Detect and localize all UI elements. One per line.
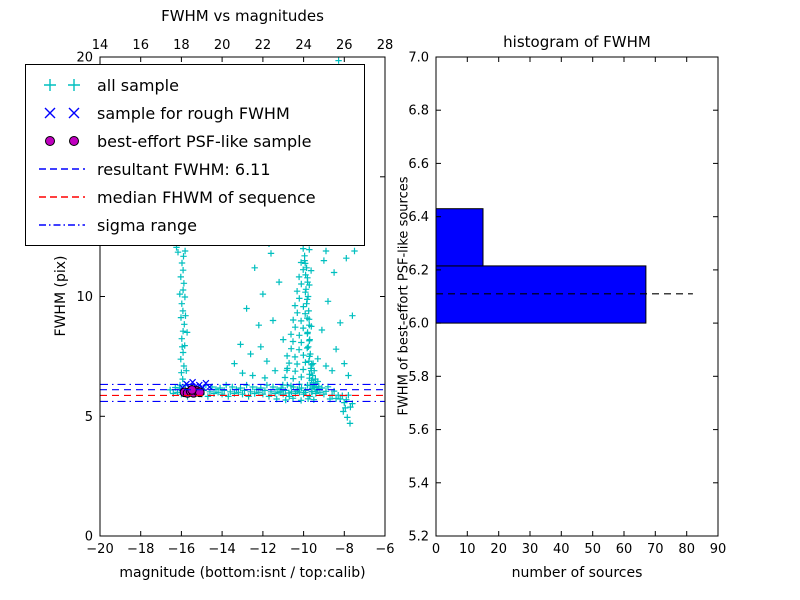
left-plot-frame [99,56,386,537]
svg-text:6.8: 6.8 [408,104,429,119]
left-plot-ylabel: FWHM (pix) [53,255,69,337]
legend-item-rough-fwhm: sample for rough FWHM [36,99,354,127]
svg-text:14: 14 [92,38,109,53]
right-plot-frame [435,56,719,537]
svg-text:10: 10 [76,290,93,305]
histogram-bar [435,208,484,267]
histogram-bar [435,265,647,324]
legend-item-psf-sample: best-effort PSF-like sample [36,127,354,155]
left-plot-data [100,57,385,427]
svg-text:6.0: 6.0 [408,317,429,332]
svg-text:−20: −20 [86,542,113,557]
red-dashed-line-icon [39,196,85,198]
svg-text:20: 20 [214,38,231,53]
svg-text:18: 18 [173,38,190,53]
svg-text:−10: −10 [290,542,317,557]
legend-item-resultant-fwhm: resultant FWHM: 6.11 [36,155,354,183]
svg-text:40: 40 [553,542,570,557]
right-plot-ticks [435,56,719,537]
svg-text:−12: −12 [249,542,276,557]
svg-text:60: 60 [616,542,633,557]
right-plot-ylabel: FWHM of best-effort PSF-like sources [396,176,412,416]
svg-text:6.6: 6.6 [408,157,429,172]
svg-text:5.2: 5.2 [408,530,429,545]
svg-text:50: 50 [584,542,601,557]
svg-text:30: 30 [522,542,539,557]
x-markers-icon [44,107,80,119]
svg-text:5.4: 5.4 [408,476,429,491]
legend: all sample sample for rough FWHM best-ef… [25,64,365,246]
svg-text:5: 5 [85,410,93,425]
svg-text:10: 10 [459,542,476,557]
circle-markers-icon [45,136,79,146]
legend-label: all sample [97,75,179,95]
legend-label: best-effort PSF-like sample [97,131,312,151]
svg-text:−16: −16 [168,542,195,557]
legend-label: sample for rough FWHM [97,103,290,123]
legend-item-sigma-range: sigma range [36,211,354,239]
right-plot-xlabel: number of sources [511,565,643,581]
legend-label: resultant FWHM: 6.11 [97,159,271,179]
svg-text:20: 20 [76,51,93,66]
left-plot-xlabel: magnitude (bottom:isnt / top:calib) [119,565,366,581]
right-plot-tick-labels: 0 10 20 30 40 50 60 70 80 90 5.2 5.4 5.6 5.8 6.0 6.2 6.4… [408,51,726,558]
svg-text:−8: −8 [335,542,354,557]
svg-text:26: 26 [336,38,353,53]
svg-text:0: 0 [85,530,93,545]
svg-text:−18: −18 [127,542,154,557]
svg-text:7.0: 7.0 [408,51,429,66]
svg-text:−14: −14 [208,542,235,557]
blue-dashed-line-icon [39,168,85,170]
right-plot-title: histogram of FWHM [503,33,651,51]
svg-text:6.4: 6.4 [408,210,429,225]
svg-text:5.8: 5.8 [408,370,429,385]
dashdot-line-icon [39,224,85,226]
svg-text:90: 90 [710,542,727,557]
left-plot-title: FWHM vs magnitudes [161,7,324,25]
plus-markers-icon [44,79,80,91]
svg-text:6.2: 6.2 [408,263,429,278]
legend-label: median FHWM of sequence [97,187,316,207]
legend-item-all-sample: all sample [36,71,354,99]
svg-text:20: 20 [490,542,507,557]
svg-text:5.6: 5.6 [408,423,429,438]
histogram-bars [435,208,647,324]
legend-label: sigma range [97,215,197,235]
svg-text:28: 28 [377,38,394,53]
svg-text:24: 24 [295,38,312,53]
svg-text:70: 70 [647,542,664,557]
legend-item-median-fwhm: median FHWM of sequence [36,183,354,211]
svg-text:22: 22 [255,38,272,53]
svg-text:16: 16 [132,38,149,53]
svg-text:−6: −6 [375,542,394,557]
svg-text:80: 80 [678,542,695,557]
svg-text:0: 0 [432,542,440,557]
